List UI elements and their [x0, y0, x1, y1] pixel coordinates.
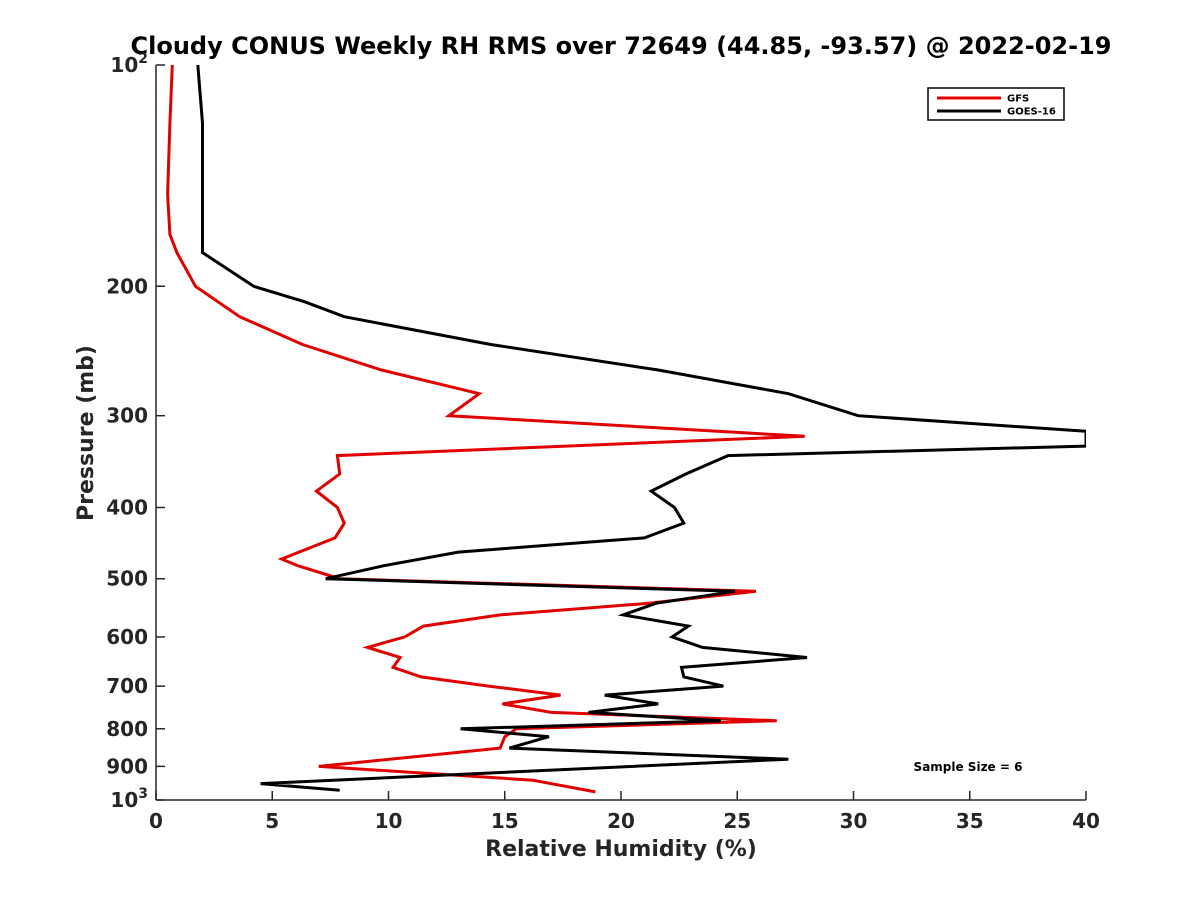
legend-box — [927, 87, 1065, 121]
x-axis-label: Relative Humidity (%) — [485, 837, 757, 862]
x-tick-label: 5 — [265, 809, 279, 833]
legend-label-gfs: GFS — [1007, 94, 1029, 105]
y-tick-label: 400 — [106, 496, 148, 520]
legend: GFS GOES-16 — [927, 87, 1065, 121]
chart-title: Cloudy CONUS Weekly RH RMS over 72649 (4… — [131, 32, 1112, 60]
x-tick-label: 20 — [607, 809, 635, 833]
series-line-goes16 — [196, 65, 1086, 792]
sample-size-annotation: Sample Size = 6 — [914, 760, 1023, 774]
y-tick-label: 900 — [106, 754, 148, 778]
y-tick-label: 103 — [110, 786, 148, 812]
y-tick-label: 800 — [106, 717, 148, 741]
y-tick-label: 600 — [106, 625, 148, 649]
x-tick-label: 15 — [491, 809, 519, 833]
x-tick-label: 30 — [840, 809, 868, 833]
y-ticks: 102 200 300 400 500 600 700 800 900 103 — [106, 51, 165, 812]
y-axis-label: Pressure (mb) — [74, 345, 99, 521]
y-tick-label: 300 — [106, 404, 148, 428]
legend-label-goes16: GOES-16 — [1007, 107, 1056, 118]
x-tick-label: 10 — [375, 809, 403, 833]
x-tick-label: 40 — [1072, 809, 1100, 833]
y-tick-label: 700 — [106, 674, 148, 698]
x-tick-label: 0 — [149, 809, 163, 833]
x-ticks: 0 5 10 15 20 25 30 35 40 — [149, 791, 1100, 833]
series-layer — [166, 65, 1086, 794]
plot-area — [156, 65, 1086, 800]
x-tick-label: 25 — [723, 809, 751, 833]
y-tick-label: 102 — [110, 51, 148, 77]
y-tick-label: 200 — [106, 274, 148, 298]
y-tick-label: 500 — [106, 567, 148, 591]
x-tick-label: 35 — [956, 809, 984, 833]
